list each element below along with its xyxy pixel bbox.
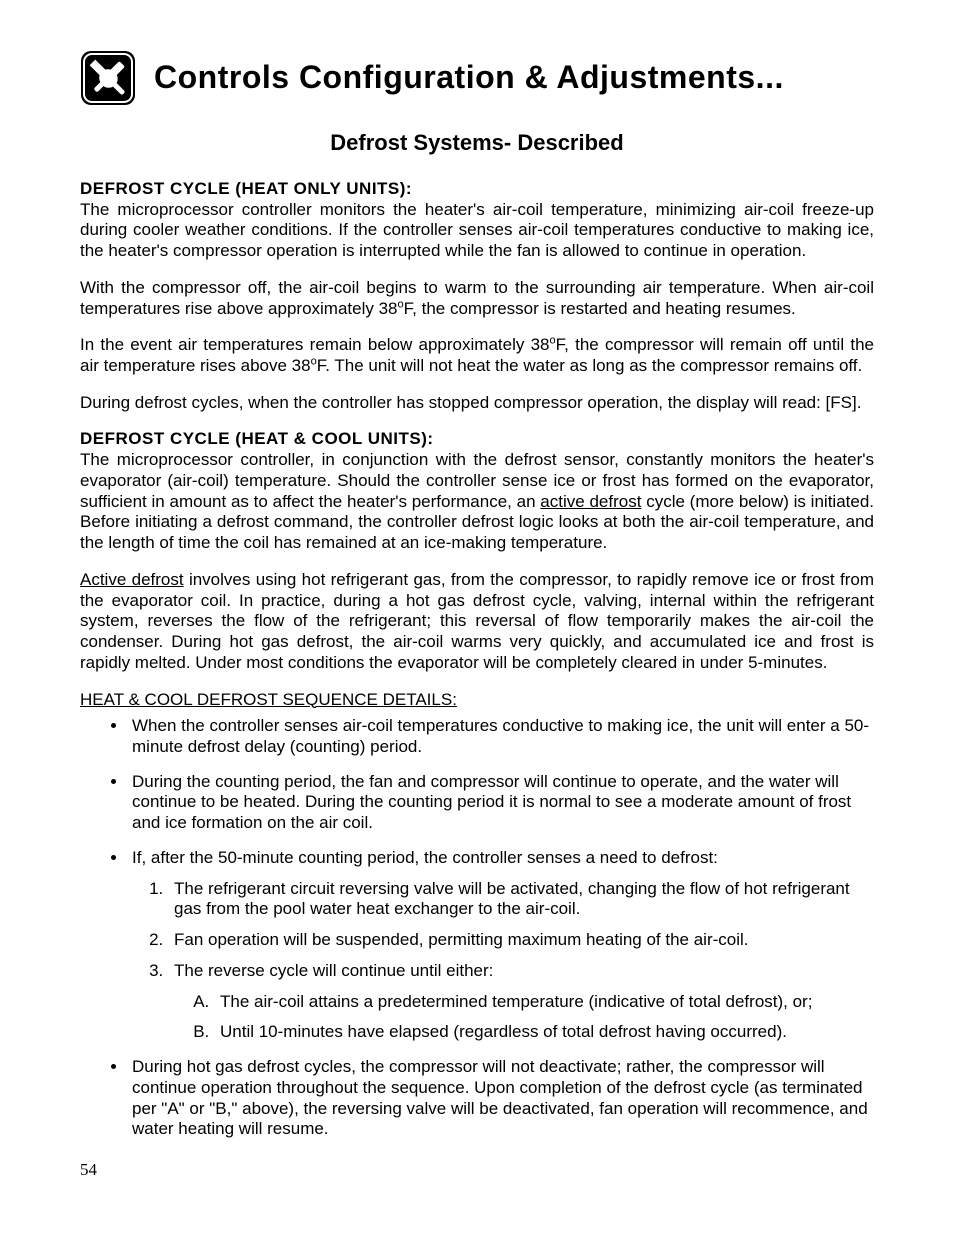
heading-text: DEFROST CYCLE (HEAT & COOL UNITS): <box>80 429 434 448</box>
section-heading-heat-only: DEFROST CYCLE (HEAT ONLY UNITS): <box>80 179 874 200</box>
list-item: Until 10-minutes have elapsed (regardles… <box>214 1022 874 1043</box>
lettered-sublist: The air-coil attains a predetermined tem… <box>174 992 874 1043</box>
page-title: Controls Configuration & Adjustments... <box>154 58 784 97</box>
list-item-text: The reverse cycle will continue until ei… <box>174 961 493 980</box>
paragraph: With the compressor off, the air-coil be… <box>80 278 874 319</box>
tools-icon <box>80 50 136 106</box>
text-fragment: In the event air temperatures remain bel… <box>80 335 550 354</box>
page-subtitle: Defrost Systems- Described <box>80 130 874 157</box>
page-header: Controls Configuration & Adjustments... <box>80 50 874 106</box>
list-item: During the counting period, the fan and … <box>128 772 874 834</box>
text-fragment: involves using hot refrigerant gas, from… <box>80 570 874 672</box>
paragraph: The microprocessor controller monitors t… <box>80 200 874 262</box>
list-item: The air-coil attains a predetermined tem… <box>214 992 874 1013</box>
list-item: When the controller senses air-coil temp… <box>128 716 874 757</box>
list-item: The reverse cycle will continue until ei… <box>168 961 874 1043</box>
text-fragment: F. The unit will not heat the water as l… <box>317 356 863 375</box>
sequence-heading: HEAT & COOL DEFROST SEQUENCE DETAILS: <box>80 690 874 711</box>
list-item: Fan operation will be suspended, permitt… <box>168 930 874 951</box>
sequence-bullet-list: When the controller senses air-coil temp… <box>80 716 874 1140</box>
numbered-sublist: The refrigerant circuit reversing valve … <box>132 879 874 1043</box>
paragraph: Active defrost involves using hot refrig… <box>80 570 874 674</box>
underlined-text: active defrost <box>540 492 641 511</box>
paragraph: In the event air temperatures remain bel… <box>80 335 874 376</box>
underlined-text: Active defrost <box>80 570 184 589</box>
list-item-text: If, after the 50-minute counting period,… <box>132 848 718 867</box>
underlined-heading: HEAT & COOL DEFROST SEQUENCE DETAILS: <box>80 690 457 709</box>
text-fragment: F, the compressor is restarted and heati… <box>404 299 796 318</box>
list-item: The refrigerant circuit reversing valve … <box>168 879 874 920</box>
heading-text: DEFROST CYCLE (HEAT ONLY UNITS): <box>80 179 412 198</box>
list-item: If, after the 50-minute counting period,… <box>128 848 874 1043</box>
page-number: 54 <box>80 1160 874 1181</box>
list-item: During hot gas defrost cycles, the compr… <box>128 1057 874 1140</box>
paragraph: The microprocessor controller, in conjun… <box>80 450 874 554</box>
paragraph: During defrost cycles, when the controll… <box>80 393 874 414</box>
section-heading-heat-cool: DEFROST CYCLE (HEAT & COOL UNITS): <box>80 429 874 450</box>
